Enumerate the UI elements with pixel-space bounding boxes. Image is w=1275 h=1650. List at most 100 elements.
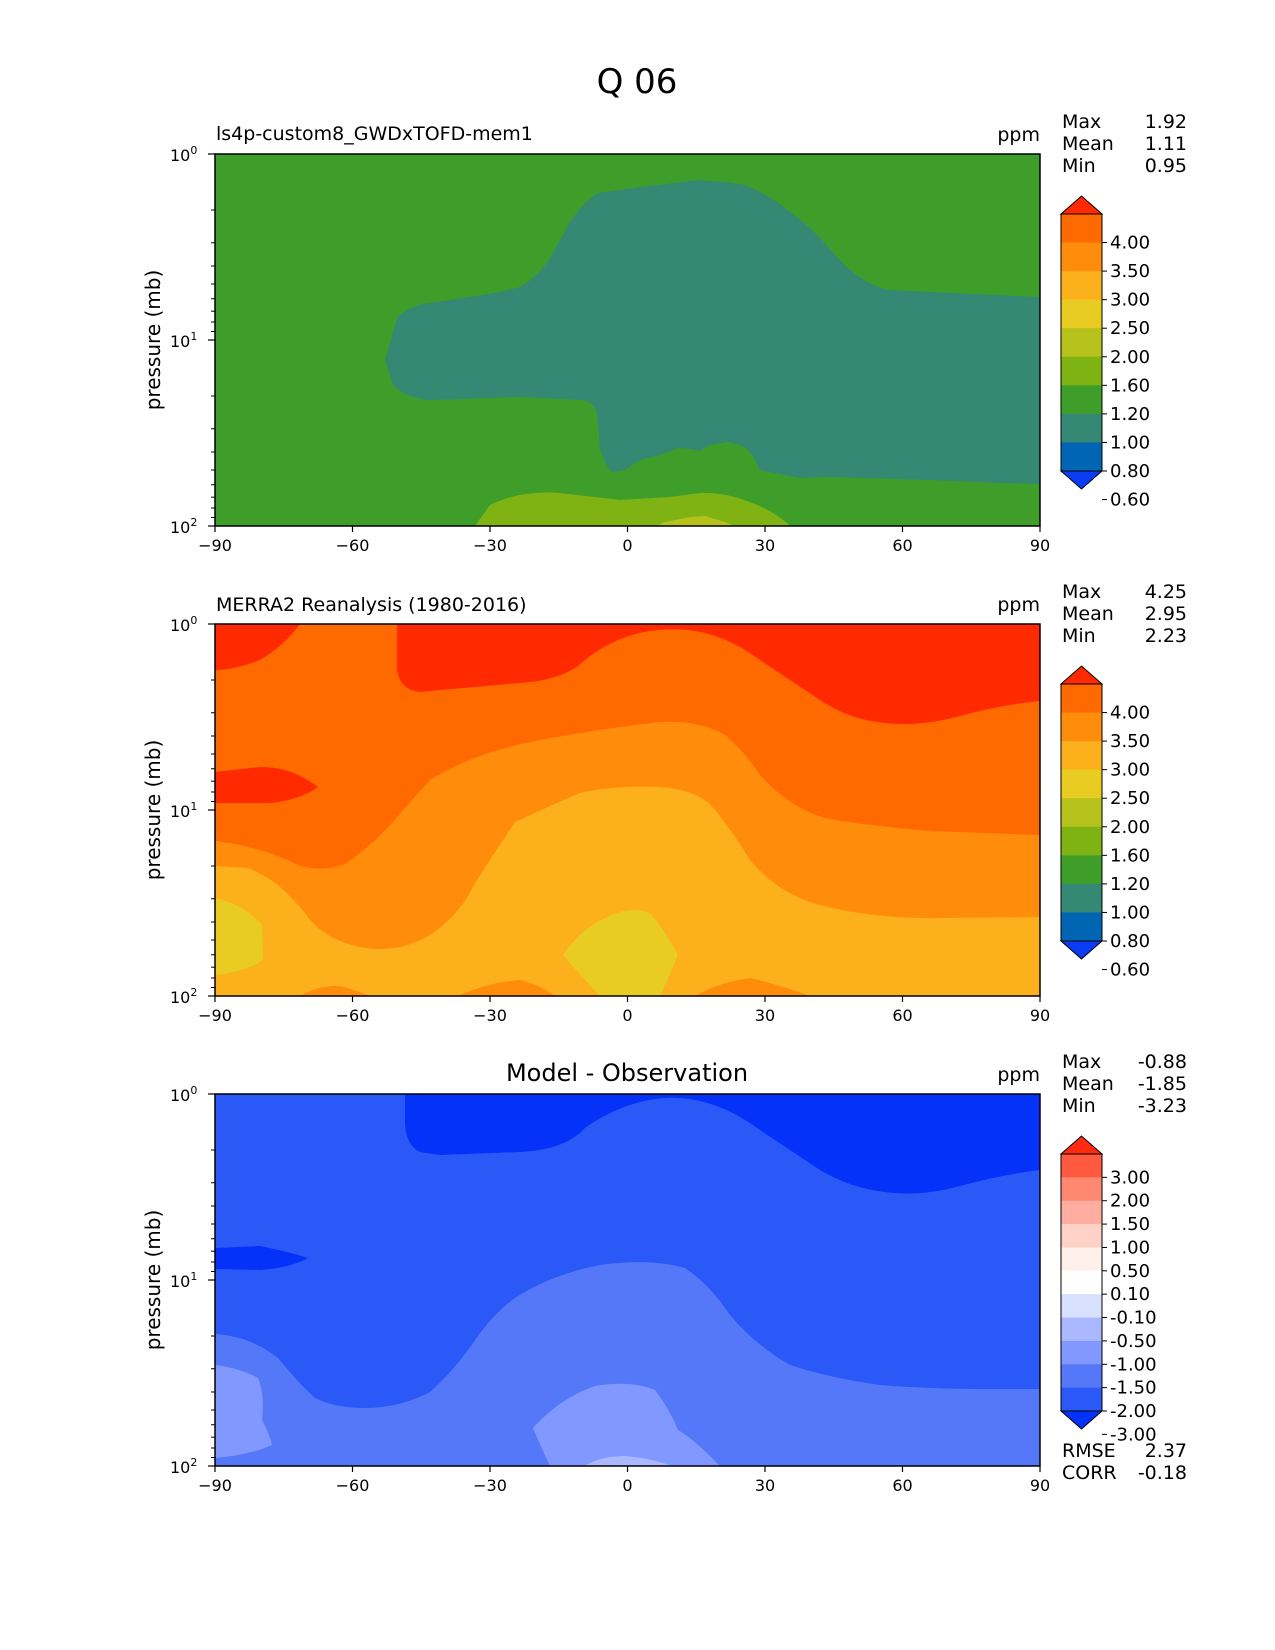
colorbar-label: -1.00 [1110, 1354, 1157, 1375]
colorbar-segment [1061, 1340, 1102, 1365]
units-label: ppm [997, 1064, 1040, 1086]
y-tick-base: 10 [170, 146, 190, 165]
colorbar-segment [1061, 1270, 1102, 1295]
y-tick-labels: 100 101 102 [170, 144, 197, 537]
stat-value: 2.95 [1145, 603, 1187, 625]
error-stats: RMSE 2.37 CORR -0.18 [1062, 1440, 1187, 1484]
colorbar-label: 1.50 [1110, 1214, 1150, 1235]
colorbar-label: 1.00 [1110, 902, 1150, 923]
colorbar-segment [1061, 356, 1102, 386]
colorbar-label: -3.00 [1110, 1424, 1157, 1445]
colorbar-segment [1061, 1200, 1102, 1225]
y-ticks [208, 153, 215, 527]
x-tick-label: 60 [892, 1476, 912, 1495]
contour-band-2 [474, 492, 791, 526]
contour-band-1 [405, 1094, 1040, 1194]
y-axis-label: pressure (mb) [141, 740, 165, 881]
stat-value: -0.88 [1138, 1051, 1187, 1073]
x-tick-label: −30 [473, 536, 507, 555]
contour-band-8 [695, 978, 810, 996]
x-tick-label: 30 [755, 1006, 775, 1025]
x-tick-label: −60 [336, 1006, 370, 1025]
x-tick-label: 0 [622, 536, 632, 555]
colorbar-segment [1061, 271, 1102, 301]
colorbar-segment [1061, 798, 1102, 828]
x-tick-label: −60 [336, 1476, 370, 1495]
contour-band-5 [215, 898, 263, 975]
error-stat-value: -0.18 [1138, 1462, 1187, 1484]
y-tick-exp: 2 [190, 516, 197, 529]
colorbar-label: 0.10 [1110, 1284, 1150, 1305]
colorbar-segment [1061, 741, 1102, 771]
colorbar-label: 3.50 [1110, 731, 1150, 752]
colorbar-extend-max [1059, 195, 1104, 215]
colorbar-extend-max [1059, 1135, 1104, 1155]
colorbar-segment [1061, 1224, 1102, 1248]
colorbar-segment [1061, 1247, 1102, 1272]
colorbar-segment [1061, 1387, 1102, 1412]
colorbar-label: 3.00 [1110, 760, 1150, 781]
units-label: ppm [997, 124, 1040, 146]
stat-value: 4.25 [1145, 581, 1187, 603]
colorbar-label: -2.00 [1110, 1401, 1157, 1422]
colorbar: 3.00 2.001.501.00 0.500.10 -0.10-0.50-1.00 -… [1059, 1135, 1157, 1445]
error-stat-label: RMSE [1062, 1440, 1116, 1462]
colorbar-label: 2.00 [1110, 1191, 1150, 1212]
contour-band-5 [585, 1456, 672, 1466]
colorbar-label: 0.80 [1110, 931, 1150, 952]
contour-band-7 [458, 980, 555, 996]
colorbar-segment [1061, 442, 1102, 472]
contour-band-4 [563, 909, 678, 996]
stats-box: Max 1.92 Mean 1.11 Min 0.95 [1062, 111, 1187, 177]
stats-box: Max -0.88 Mean -1.85 Min -3.23 [1062, 1051, 1187, 1117]
contour-band-4 [533, 1383, 720, 1466]
x-tick-label: −90 [198, 1006, 232, 1025]
x-ticks: −90 −60 −30 0 30 60 90 [198, 526, 1050, 555]
y-ticks [208, 1093, 215, 1467]
x-tick-label: 30 [755, 1476, 775, 1495]
colorbar-extend-min [1059, 1410, 1104, 1430]
x-tick-label: 90 [1030, 536, 1050, 555]
colorbar-label: 1.00 [1110, 432, 1150, 453]
colorbar-label: 0.50 [1110, 1261, 1150, 1282]
stat-value: -3.23 [1138, 1095, 1187, 1117]
y-tick-base: 10 [170, 332, 190, 351]
colorbar-segment [1061, 299, 1102, 329]
x-tick-label: −30 [473, 1006, 507, 1025]
y-tick-exp: 0 [190, 614, 197, 627]
colorbar-label: 2.00 [1110, 347, 1150, 368]
contour-field [215, 1094, 1040, 1466]
colorbar-segment [1061, 684, 1102, 714]
stat-label: Min [1062, 155, 1096, 177]
stats-box: Max 4.25 Mean 2.95 Min 2.23 [1062, 581, 1187, 647]
stat-label: Mean [1062, 133, 1114, 155]
contour-band-3 [215, 1365, 272, 1458]
colorbar-label: 1.60 [1110, 375, 1150, 396]
stat-label: Mean [1062, 603, 1114, 625]
colorbar-segment [1061, 1317, 1102, 1342]
colorbar-segment [1061, 1294, 1102, 1319]
colorbar-segment [1061, 1154, 1102, 1178]
x-tick-label: −30 [473, 1476, 507, 1495]
x-tick-label: −90 [198, 536, 232, 555]
colorbar-segment [1061, 826, 1102, 856]
stat-value: 1.92 [1145, 111, 1187, 133]
colorbar-label: 1.20 [1110, 404, 1150, 425]
contour-field [215, 154, 1040, 526]
y-tick-base: 10 [170, 1458, 190, 1477]
y-tick-exp: 2 [190, 1456, 197, 1469]
x-ticks: −90 −60 −30 0 30 60 90 [198, 1466, 1050, 1495]
y-tick-exp: 0 [190, 144, 197, 157]
colorbar-segment [1061, 385, 1102, 415]
colorbar-extend-min [1059, 940, 1104, 960]
colorbar-extend-max [1059, 665, 1104, 685]
colorbar-segment [1061, 712, 1102, 742]
y-tick-exp: 1 [190, 1270, 197, 1283]
y-ticks [208, 623, 215, 997]
x-tick-label: 30 [755, 536, 775, 555]
contour-band-3 [656, 516, 734, 526]
x-tick-label: 60 [892, 536, 912, 555]
y-tick-base: 10 [170, 616, 190, 635]
y-tick-base: 10 [170, 802, 190, 821]
